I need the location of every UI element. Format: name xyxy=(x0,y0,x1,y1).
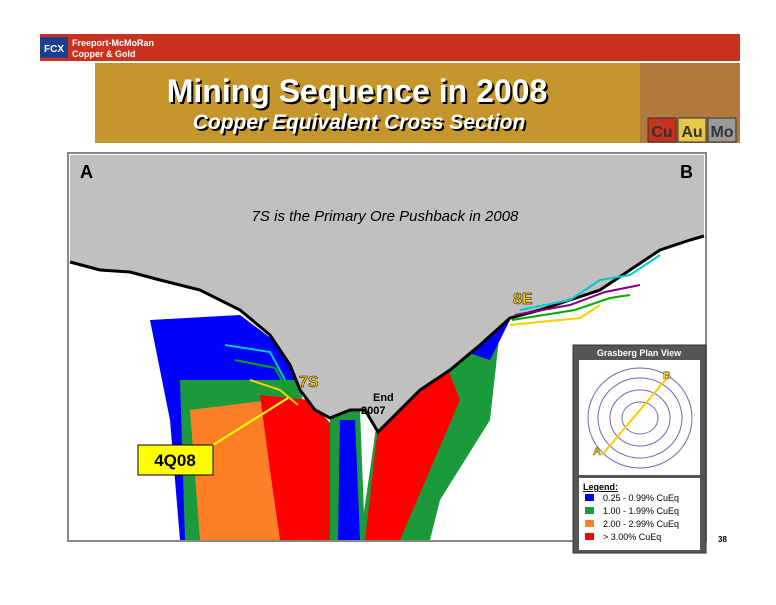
section-line xyxy=(601,377,668,456)
title: Mining Sequence in 2008 xyxy=(167,73,548,109)
subtitle-shadow: Copper Equivalent Cross Section xyxy=(195,113,528,136)
metal-symbol: Mo xyxy=(710,124,733,141)
inset-point: B xyxy=(663,370,671,382)
end-label: End xyxy=(373,392,394,404)
legend-swatch xyxy=(585,520,594,527)
headline: 7S is the Primary Ore Pushback in 2008 xyxy=(252,208,519,225)
legend-label: > 3.00% CuEq xyxy=(603,532,661,542)
legend-label: 0.25 - 0.99% CuEq xyxy=(603,493,679,503)
ore-zone xyxy=(260,395,345,540)
pushback-line xyxy=(509,304,601,326)
callout: 4Q08 xyxy=(154,451,196,470)
metal-badge xyxy=(677,117,707,143)
pushback-line xyxy=(519,254,661,311)
pushback-label: 7S xyxy=(299,374,319,391)
callout-box xyxy=(137,444,214,476)
header-bar xyxy=(40,34,740,61)
metal-badge xyxy=(647,117,677,143)
ore-zone xyxy=(365,350,460,540)
pushback-line xyxy=(224,344,286,381)
metal-symbol: Cu xyxy=(651,124,672,141)
logo xyxy=(40,37,68,58)
page-number: 38 xyxy=(718,535,727,544)
company-line2: Copper & Gold xyxy=(72,49,136,59)
legend-swatch xyxy=(585,494,594,501)
pushback-label: 8E xyxy=(513,291,533,308)
inset-point: A xyxy=(593,446,601,458)
point-label: B xyxy=(680,162,693,182)
callout-line xyxy=(204,397,289,451)
pit-air xyxy=(70,155,704,432)
title-band xyxy=(95,63,740,143)
legend-label: 2.00 - 2.99% CuEq xyxy=(603,519,679,529)
legend-swatch xyxy=(585,507,594,514)
contour xyxy=(609,389,671,447)
metal-symbol: Au xyxy=(681,124,702,141)
legend-label: 1.00 - 1.99% CuEq xyxy=(603,506,679,516)
ore-zone xyxy=(338,420,360,540)
legend: 0.25 - 0.99% CuEq 1.00 - 1.99% CuEq 2.00 -… xyxy=(585,493,679,542)
pushback-line xyxy=(249,379,299,406)
metal-badge xyxy=(707,117,737,143)
pushback-line xyxy=(514,284,641,316)
contour xyxy=(597,377,683,459)
subtitle: Copper Equivalent Cross Section xyxy=(193,111,526,134)
logo-mark: FCX xyxy=(44,44,64,55)
topography xyxy=(69,234,705,435)
inset-title: Grasberg Plan View xyxy=(597,348,682,358)
legend-swatch xyxy=(585,533,594,540)
contour xyxy=(587,367,693,469)
pushback-line xyxy=(234,359,291,396)
plan-map xyxy=(579,360,700,475)
legend-title: Legend: xyxy=(583,482,618,492)
title-shadow: Mining Sequence in 2008 xyxy=(169,75,550,111)
metal-badges: Cu Au Mo xyxy=(647,117,737,143)
legend-box xyxy=(579,478,700,550)
end-label: 2007 xyxy=(361,405,385,417)
contour xyxy=(621,401,659,435)
point-label: A xyxy=(80,162,93,182)
company-line1: Freeport-McMoRan xyxy=(72,38,154,48)
pushback-line xyxy=(511,294,631,321)
